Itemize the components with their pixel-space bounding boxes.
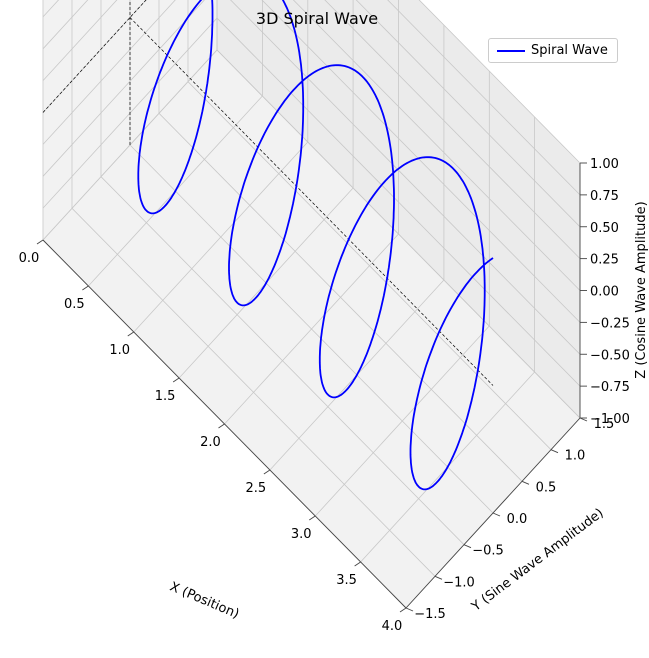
- y-tick-label: −1.5: [414, 607, 446, 622]
- chart-title: 3D Spiral Wave: [256, 9, 378, 28]
- y-tick-label: 0.5: [536, 480, 557, 495]
- z-tick-label: −1.00: [590, 412, 630, 427]
- y-tick-label: −0.5: [472, 544, 504, 559]
- legend-line-swatch: [497, 50, 525, 52]
- y-tick-mark: [579, 417, 588, 422]
- x-zero-line: [129, 17, 494, 386]
- legend: Spiral Wave: [488, 38, 618, 63]
- y-tick-label: 1.0: [565, 449, 586, 464]
- y-tick-label: −1.0: [443, 575, 475, 590]
- x-tick-mark: [172, 377, 180, 383]
- x-tick-label: 1.0: [109, 343, 130, 358]
- z-axis-label: Z (Cosine Wave Amplitude): [634, 201, 649, 378]
- y-tick-label: 0.0: [507, 512, 528, 527]
- y-tick-mark: [463, 544, 472, 549]
- x-tick-mark: [218, 423, 225, 429]
- z-grid-line: [42, 0, 581, 355]
- zero-reference-lines: [42, 0, 494, 386]
- spiral-wave-line: [137, 0, 494, 491]
- x-tick-label: 3.5: [336, 573, 357, 588]
- y-tick-mark: [550, 449, 559, 454]
- z-grid-line: [418, 0, 581, 164]
- x-tick-label: 0.5: [64, 297, 85, 312]
- y-tick-mark: [405, 607, 414, 612]
- x-tick-mark: [263, 469, 271, 475]
- y-tick-mark: [492, 512, 501, 517]
- x-tick-label: 3.0: [291, 527, 312, 542]
- y-zero-line: [42, 0, 147, 113]
- z-grid-line: [42, 0, 581, 228]
- z-tick-label: 1.00: [590, 157, 619, 172]
- z-tick-label: −0.75: [590, 380, 630, 395]
- y-axis-label: Y (Sine Wave Amplitude): [468, 506, 606, 615]
- spiral-wave-series: [137, 0, 494, 491]
- z-tick-label: 0.00: [590, 285, 619, 300]
- z-tick-label: −0.25: [590, 316, 630, 331]
- x-tick-mark: [36, 239, 44, 245]
- x-tick-label: 0.0: [19, 251, 40, 266]
- tick-labels: 0.00.51.01.52.02.53.03.54.0−1.5−1.0−0.50…: [19, 157, 630, 634]
- z-tick-label: 0.50: [590, 221, 619, 236]
- x-tick-mark: [354, 561, 361, 567]
- x-tick-mark: [399, 607, 407, 613]
- legend-label: Spiral Wave: [531, 43, 608, 58]
- z-grid-line: [42, 17, 581, 387]
- x-axis-label: X (Position): [167, 579, 241, 622]
- x-tick-label: 2.5: [246, 481, 267, 496]
- z-tick-label: 0.75: [590, 189, 619, 204]
- y-tick-label: 1.5: [594, 417, 615, 432]
- y-tick-mark: [521, 480, 530, 485]
- x-tick-mark: [127, 331, 134, 337]
- x-tick-label: 1.5: [155, 389, 176, 404]
- z-grid-line: [42, 0, 581, 259]
- x-tick-label: 4.0: [382, 619, 403, 634]
- z-tick-label: −0.50: [590, 348, 630, 363]
- x-tick-label: 2.0: [200, 435, 221, 450]
- z-grid-line: [42, 0, 581, 323]
- z-grid-line: [42, 0, 581, 196]
- z-tick-label: 0.25: [590, 253, 619, 268]
- x-tick-mark: [309, 515, 316, 521]
- y-tick-mark: [434, 575, 443, 580]
- x-tick-mark: [82, 285, 89, 291]
